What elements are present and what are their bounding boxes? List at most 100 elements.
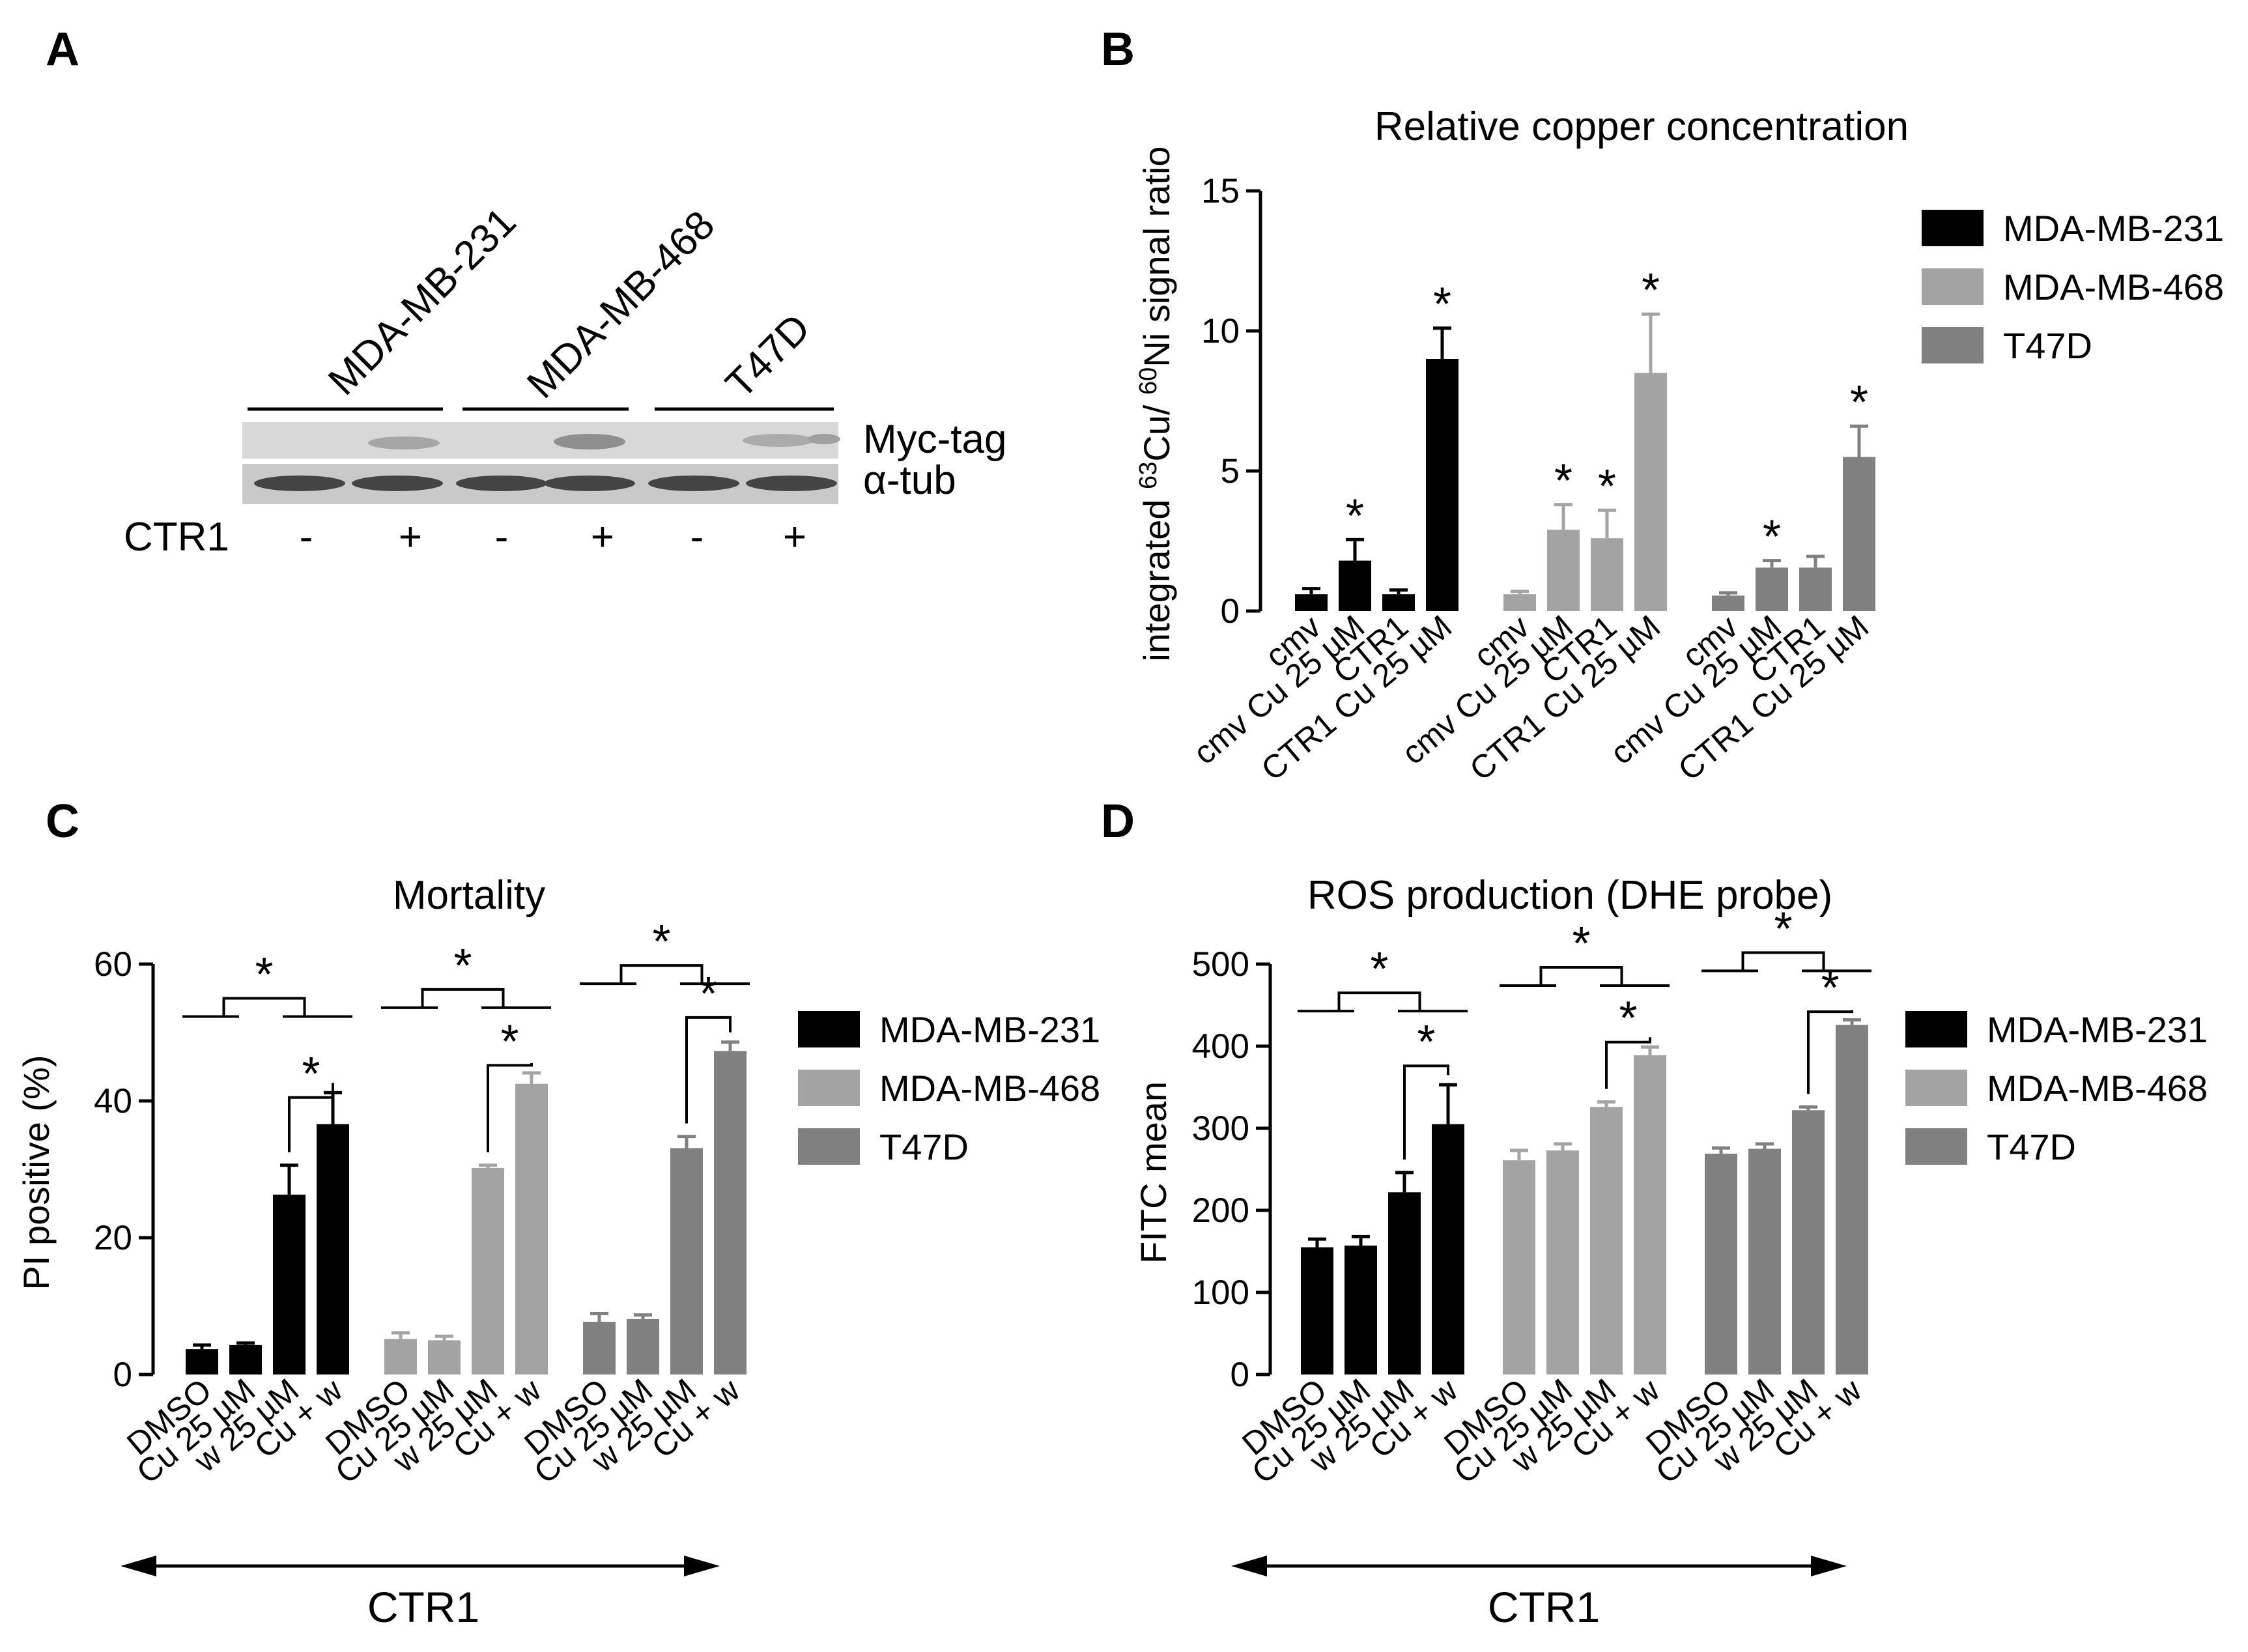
bar	[1546, 1150, 1579, 1374]
bar	[1836, 1025, 1868, 1374]
chart-title-d: ROS production (DHE probe)	[1307, 873, 1832, 918]
significance-star: *	[1572, 918, 1590, 970]
bracket-line	[1807, 1010, 1853, 1094]
bar	[670, 1148, 703, 1374]
bar	[273, 1194, 306, 1374]
legend-swatch	[1905, 1070, 1967, 1106]
panel-d: D ROS production (DHE probe) FITC mean 0…	[1101, 795, 2208, 1631]
y-tick-label: 60	[94, 945, 132, 984]
legend-swatch	[1922, 327, 1984, 363]
significance-star: *	[699, 968, 717, 1020]
ctr1-arrow-d	[1231, 1556, 1847, 1576]
bar	[1432, 1124, 1464, 1374]
panel-label-c: C	[46, 795, 79, 847]
bracket-line	[1605, 1037, 1651, 1089]
bar	[1799, 567, 1832, 611]
panel-label-d: D	[1101, 795, 1135, 847]
bar	[1388, 1192, 1421, 1374]
ctr1-label-d: CTR1	[1488, 1583, 1600, 1631]
bracket-line	[487, 1062, 533, 1152]
legend-label: T47D	[1987, 1126, 2076, 1167]
y-tick-label: 0	[113, 1356, 132, 1394]
bar	[1295, 594, 1328, 611]
significance-star: *	[1554, 455, 1572, 507]
legend-label: T47D	[879, 1126, 969, 1167]
bar	[1382, 594, 1415, 611]
bar	[714, 1051, 747, 1374]
legend-label: MDA-MB-231	[2003, 208, 2224, 249]
blot-alpha-tub	[242, 464, 838, 504]
legend-d: MDA-MB-231 MDA-MB-468 T47D	[1905, 1009, 2208, 1167]
bracket-line	[1741, 951, 1825, 971]
significance-star: *	[255, 949, 273, 1001]
significance-star: *	[652, 916, 670, 968]
legend-label: MDA-MB-468	[879, 1068, 1100, 1109]
blot-myc-tag	[242, 422, 840, 459]
y-tick-label: 0	[1231, 1356, 1249, 1394]
bracket-line	[222, 997, 306, 1017]
bar	[472, 1167, 504, 1374]
significance-star: *	[302, 1048, 320, 1100]
chart-title-c: Mortality	[393, 873, 545, 918]
bracket-line	[1337, 991, 1421, 1012]
bar	[1748, 1148, 1781, 1374]
bar	[1843, 457, 1875, 611]
bar	[1705, 1154, 1737, 1374]
bar	[1339, 560, 1371, 611]
bracket-line	[1403, 1064, 1449, 1160]
y-tick-label: 200	[1192, 1191, 1249, 1230]
bar	[1756, 567, 1788, 611]
y-tick-label: 500	[1192, 945, 1249, 984]
bar	[229, 1345, 262, 1374]
legend-label: T47D	[2003, 325, 2092, 366]
lane-group-label-2: MDA-MB-468	[519, 203, 723, 407]
panel-c: C Mortality PI positive (%) 0204060DMSOC…	[16, 795, 1100, 1631]
lane-group-label-3: T47D	[717, 306, 819, 407]
y-tick-label: 100	[1192, 1274, 1249, 1312]
bar	[1345, 1246, 1377, 1374]
significance-star: *	[1433, 279, 1451, 331]
bar	[1792, 1110, 1825, 1374]
legend-swatch	[1905, 1128, 1967, 1165]
significance-star: *	[1417, 1016, 1435, 1068]
y-tick-label: 10	[1201, 312, 1240, 350]
bar	[1634, 1055, 1666, 1374]
legend-swatch	[798, 1128, 860, 1165]
lane-group-label-1: MDA-MB-231	[320, 199, 524, 404]
bar	[384, 1339, 417, 1374]
legend-swatch	[798, 1011, 860, 1047]
legend-label: MDA-MB-468	[1987, 1068, 2208, 1109]
bar	[1591, 538, 1623, 611]
bar	[1301, 1247, 1333, 1374]
legend-b: MDA-MB-231 MDA-MB-468 T47D	[1922, 208, 2224, 366]
y-tick-label: 5	[1221, 452, 1240, 491]
bar	[186, 1349, 218, 1374]
lane-sign-1: -	[300, 515, 313, 560]
bracket-line	[421, 988, 505, 1008]
bar	[515, 1083, 548, 1374]
y-tick-label: 0	[1221, 592, 1240, 631]
y-tick-label: 300	[1192, 1109, 1249, 1148]
y-tick-label: 40	[94, 1082, 132, 1120]
bracket-line	[619, 964, 704, 984]
significance-star: *	[1598, 461, 1616, 513]
bracket-line	[288, 1083, 334, 1152]
significance-star: *	[1619, 993, 1637, 1045]
significance-star: *	[453, 940, 472, 992]
bracket-line	[685, 1016, 732, 1124]
legend-swatch	[1922, 210, 1984, 246]
significance-star: *	[1763, 511, 1781, 563]
ctr1-row-label: CTR1	[124, 515, 229, 560]
lane-sign-3: -	[495, 515, 509, 560]
y-tick-label: 20	[94, 1219, 132, 1257]
ctr1-label-c: CTR1	[367, 1583, 479, 1631]
legend-swatch	[798, 1070, 860, 1106]
y-tick-label: 400	[1192, 1027, 1249, 1066]
panel-label-b: B	[1101, 23, 1135, 76]
bar	[1503, 1160, 1535, 1374]
bar	[428, 1340, 461, 1374]
legend-label: MDA-MB-231	[879, 1009, 1100, 1050]
